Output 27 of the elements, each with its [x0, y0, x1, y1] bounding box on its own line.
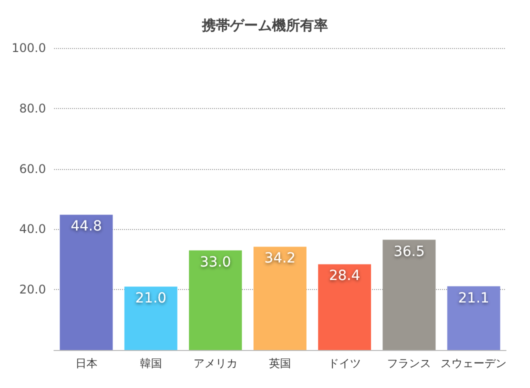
- bar: [254, 246, 306, 350]
- data-label: 21.1: [458, 290, 490, 306]
- x-tick-label: ドイツ: [328, 357, 362, 370]
- bar: [382, 240, 436, 350]
- y-tick-label: 100.0: [12, 41, 46, 55]
- x-tick-label: 英国: [269, 357, 291, 370]
- y-tick-label: 60.0: [19, 162, 46, 176]
- chart-title: 携帯ゲーム機所有率: [201, 17, 328, 34]
- bar: [318, 264, 372, 350]
- bar: [188, 250, 242, 350]
- data-label: 33.0: [200, 254, 232, 270]
- y-tick-label: 40.0: [19, 222, 46, 236]
- data-label: 44.8: [70, 218, 102, 235]
- x-tick-label: フランス: [387, 357, 432, 370]
- y-tick-label: 20.0: [19, 282, 46, 297]
- data-label: 28.4: [328, 268, 360, 284]
- bar: [60, 214, 113, 350]
- x-tick-label: 韓国: [140, 357, 162, 370]
- bar: [447, 286, 500, 350]
- y-tick-label: 80.0: [19, 101, 46, 116]
- data-label: 34.2: [264, 250, 296, 267]
- data-label: 36.5: [394, 244, 425, 260]
- bar: [124, 286, 178, 350]
- x-tick-label: 日本: [75, 357, 98, 370]
- data-label: 21.0: [135, 290, 166, 307]
- x-tick-label: スウェーデン: [440, 357, 507, 370]
- x-tick-label: アメリカ: [193, 357, 238, 370]
